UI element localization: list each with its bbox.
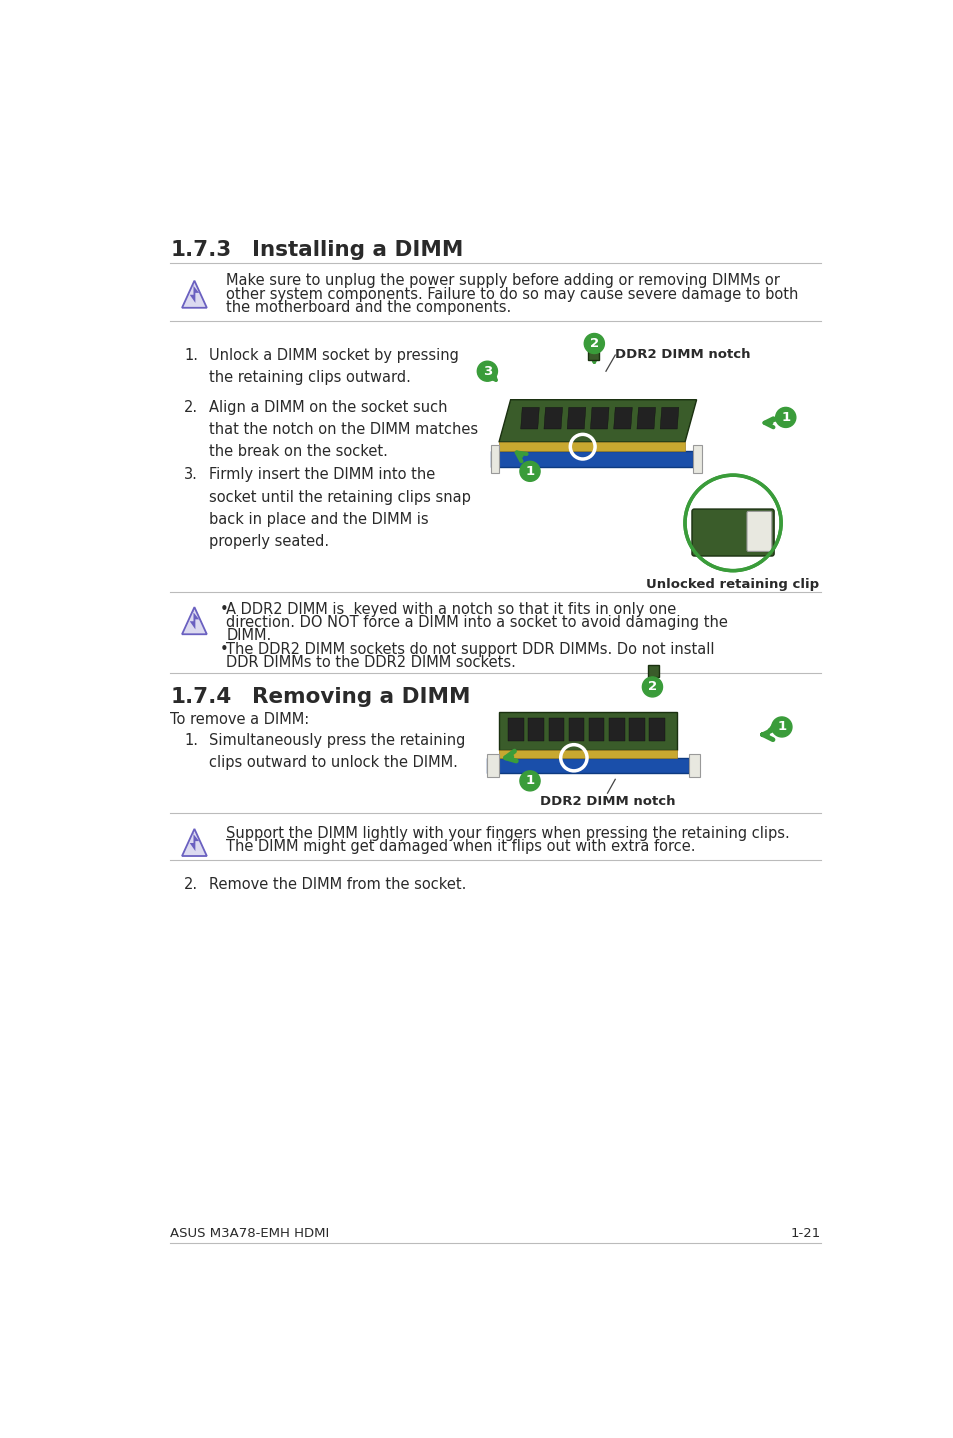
Text: 1.7.4: 1.7.4 xyxy=(171,687,232,707)
Polygon shape xyxy=(688,754,700,777)
FancyBboxPatch shape xyxy=(691,509,773,557)
Text: Unlocked retaining clip: Unlocked retaining clip xyxy=(646,578,819,591)
Polygon shape xyxy=(498,400,696,441)
Circle shape xyxy=(519,462,539,482)
Text: •: • xyxy=(220,603,229,617)
Circle shape xyxy=(684,475,781,571)
Polygon shape xyxy=(590,407,608,429)
Polygon shape xyxy=(190,833,199,851)
Text: ASUS M3A78-EMH HDMI: ASUS M3A78-EMH HDMI xyxy=(171,1228,330,1241)
Circle shape xyxy=(775,407,795,427)
Text: DDR DIMMs to the DDR2 DIMM sockets.: DDR DIMMs to the DDR2 DIMM sockets. xyxy=(226,656,516,670)
Polygon shape xyxy=(608,718,624,741)
Text: other system components. Failure to do so may cause severe damage to both: other system components. Failure to do s… xyxy=(226,286,798,302)
Circle shape xyxy=(519,771,539,791)
Circle shape xyxy=(641,677,661,697)
Text: 1.: 1. xyxy=(184,733,198,748)
Polygon shape xyxy=(190,611,199,630)
Text: Installing a DIMM: Installing a DIMM xyxy=(252,240,462,260)
Polygon shape xyxy=(543,407,562,429)
Polygon shape xyxy=(182,607,207,634)
Text: Make sure to unplug the power supply before adding or removing DIMMs or: Make sure to unplug the power supply bef… xyxy=(226,273,780,288)
Circle shape xyxy=(771,718,791,736)
Text: 3: 3 xyxy=(482,365,492,378)
Text: 1.7.3: 1.7.3 xyxy=(171,240,232,260)
Text: A DDR2 DIMM is  keyed with a notch so that it fits in only one: A DDR2 DIMM is keyed with a notch so tha… xyxy=(226,603,676,617)
Polygon shape xyxy=(182,280,207,308)
Text: 3.: 3. xyxy=(184,467,198,483)
Polygon shape xyxy=(190,285,199,303)
Polygon shape xyxy=(629,718,644,741)
Text: 1.: 1. xyxy=(184,348,198,364)
Text: the motherboard and the components.: the motherboard and the components. xyxy=(226,301,511,315)
Text: The DDR2 DIMM sockets do not support DDR DIMMs. Do not install: The DDR2 DIMM sockets do not support DDR… xyxy=(226,643,714,657)
Polygon shape xyxy=(528,718,543,741)
Polygon shape xyxy=(487,754,498,777)
Text: •: • xyxy=(220,643,229,657)
Polygon shape xyxy=(491,452,692,467)
Text: Removing a DIMM: Removing a DIMM xyxy=(252,687,470,707)
Text: 1: 1 xyxy=(525,774,534,788)
Polygon shape xyxy=(498,712,677,751)
Text: Unlock a DIMM socket by pressing
the retaining clips outward.: Unlock a DIMM socket by pressing the ret… xyxy=(209,348,458,385)
Polygon shape xyxy=(520,407,538,429)
Polygon shape xyxy=(637,407,655,429)
FancyBboxPatch shape xyxy=(746,512,771,551)
Polygon shape xyxy=(649,718,664,741)
Text: Remove the DIMM from the socket.: Remove the DIMM from the socket. xyxy=(209,877,466,892)
Polygon shape xyxy=(498,441,684,452)
FancyBboxPatch shape xyxy=(647,666,658,677)
Text: Support the DIMM lightly with your fingers when pressing the retaining clips.: Support the DIMM lightly with your finge… xyxy=(226,825,789,841)
Text: 1: 1 xyxy=(525,464,534,477)
Text: 2.: 2. xyxy=(184,400,198,414)
Text: DDR2 DIMM notch: DDR2 DIMM notch xyxy=(539,795,675,808)
Text: The DIMM might get damaged when it flips out with extra force.: The DIMM might get damaged when it flips… xyxy=(226,840,695,854)
Polygon shape xyxy=(491,446,498,473)
Text: 2: 2 xyxy=(589,336,598,349)
Polygon shape xyxy=(548,718,563,741)
Polygon shape xyxy=(568,718,583,741)
Polygon shape xyxy=(487,758,688,774)
Circle shape xyxy=(583,334,604,354)
Text: Align a DIMM on the socket such
that the notch on the DIMM matches
the break on : Align a DIMM on the socket such that the… xyxy=(209,400,477,459)
Polygon shape xyxy=(498,751,677,758)
Polygon shape xyxy=(659,407,679,429)
Text: DDR2 DIMM notch: DDR2 DIMM notch xyxy=(615,348,750,361)
Text: 1: 1 xyxy=(777,720,785,733)
Text: DIMM.: DIMM. xyxy=(226,628,272,643)
Circle shape xyxy=(476,361,497,381)
Text: 2.: 2. xyxy=(184,877,198,892)
Text: Firmly insert the DIMM into the
socket until the retaining clips snap
back in pl: Firmly insert the DIMM into the socket u… xyxy=(209,467,471,549)
FancyBboxPatch shape xyxy=(587,348,598,360)
Text: 1-21: 1-21 xyxy=(789,1228,820,1241)
Polygon shape xyxy=(613,407,632,429)
Polygon shape xyxy=(692,446,701,473)
Polygon shape xyxy=(508,718,523,741)
Polygon shape xyxy=(588,718,604,741)
Text: 1: 1 xyxy=(781,411,789,424)
Text: direction. DO NOT force a DIMM into a socket to avoid damaging the: direction. DO NOT force a DIMM into a so… xyxy=(226,615,727,630)
Text: Simultaneously press the retaining
clips outward to unlock the DIMM.: Simultaneously press the retaining clips… xyxy=(209,733,465,771)
Polygon shape xyxy=(182,828,207,856)
Text: To remove a DIMM:: To remove a DIMM: xyxy=(171,712,310,726)
Text: 2: 2 xyxy=(647,680,657,693)
Polygon shape xyxy=(567,407,585,429)
